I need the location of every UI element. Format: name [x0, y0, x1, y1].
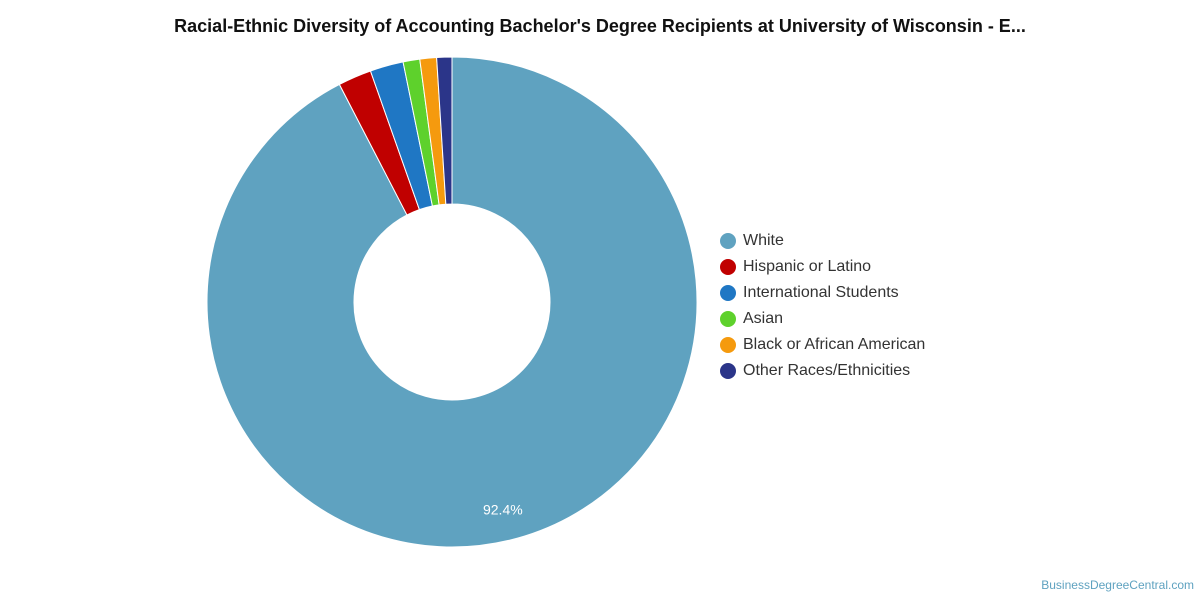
legend-marker — [720, 285, 736, 301]
legend-item[interactable]: Black or African American — [720, 332, 925, 358]
legend-label: Other Races/Ethnicities — [743, 362, 911, 379]
legend-item[interactable]: Asian — [720, 306, 925, 332]
legend-marker — [720, 233, 736, 249]
legend-label: International Students — [743, 284, 899, 301]
credit-link[interactable]: BusinessDegreeCentral.com — [1041, 578, 1194, 592]
slice-other-races-ethnicities[interactable] — [436, 56, 453, 205]
legend-marker — [720, 337, 736, 353]
legend-label: Black or African American — [743, 336, 926, 353]
legend: White Hispanic or Latino International Stu… — [720, 228, 925, 384]
legend-label: Hispanic or Latino — [743, 258, 872, 275]
legend-label: Asian — [743, 310, 784, 327]
slice-labels: 92.4% — [483, 502, 523, 518]
legend-label: White — [743, 232, 784, 249]
legend-item[interactable]: White — [720, 228, 925, 254]
legend-marker — [720, 363, 736, 379]
donut-slices — [206, 56, 698, 548]
slice-white[interactable] — [206, 56, 698, 548]
chart-title: Racial-Ethnic Diversity of Accounting Ba… — [174, 16, 1026, 36]
legend-marker — [720, 311, 736, 327]
legend-item[interactable]: Other Races/Ethnicities — [720, 358, 925, 384]
slice-value-label: 92.4% — [483, 502, 523, 518]
legend-marker — [720, 259, 736, 275]
legend-item[interactable]: International Students — [720, 280, 925, 306]
legend-item[interactable]: Hispanic or Latino — [720, 254, 925, 280]
